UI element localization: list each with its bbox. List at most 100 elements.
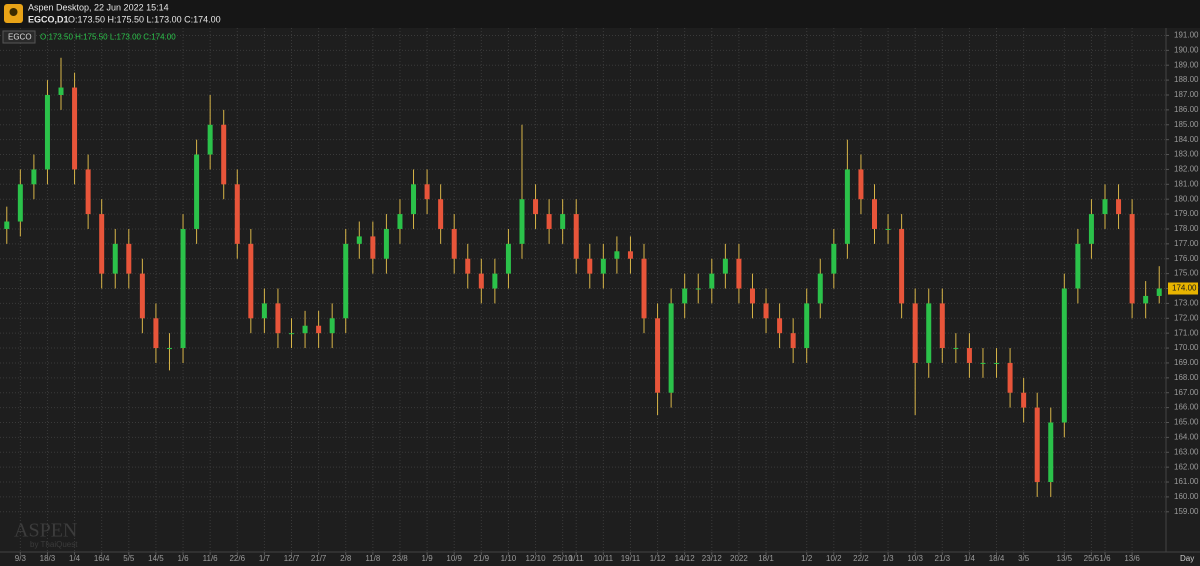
candle-body: [722, 258, 728, 274]
x-tick-label: 1/7: [259, 554, 271, 563]
y-tick-label: 165.00: [1174, 418, 1199, 427]
x-tick-label: 13/6: [1124, 554, 1140, 563]
x-tick-label: 21/7: [311, 554, 327, 563]
y-tick-label: 183.00: [1174, 150, 1199, 159]
x-tick-label: 1/4: [69, 554, 81, 563]
x-tick-label: 10/2: [826, 554, 842, 563]
candle-body: [248, 243, 254, 319]
x-tick-label: 11/8: [365, 554, 381, 563]
candle-body: [763, 303, 769, 319]
x-tick-label: 21/9: [474, 554, 490, 563]
candle-body: [329, 318, 335, 334]
y-tick-label: 189.00: [1174, 60, 1199, 69]
candle-body: [1021, 392, 1027, 408]
candle-body: [709, 273, 715, 289]
candle-body: [438, 199, 444, 229]
last-price-label: 174.00: [1172, 284, 1197, 293]
x-tick-label: 1/11: [569, 554, 585, 563]
candle-body: [1007, 362, 1013, 393]
candle-body: [1143, 295, 1149, 304]
candle-body: [777, 318, 783, 334]
candle-body: [465, 258, 471, 274]
x-tick-label: 1/6: [1099, 554, 1111, 563]
candle-body: [289, 333, 294, 335]
candle-body: [627, 251, 633, 259]
candle-body: [560, 214, 566, 229]
candle-body: [356, 236, 362, 244]
candle-body: [966, 348, 972, 363]
y-tick-label: 184.00: [1174, 135, 1199, 144]
y-tick-label: 160.00: [1174, 492, 1199, 501]
candle-body: [533, 199, 539, 215]
x-tick-label: 23/12: [702, 554, 723, 563]
y-tick-label: 163.00: [1174, 447, 1199, 456]
x-tick-label: 19/11: [621, 554, 641, 563]
y-tick-label: 164.00: [1174, 432, 1199, 441]
candle-body: [492, 273, 498, 289]
y-tick-label: 175.00: [1174, 269, 1199, 278]
y-tick-label: 186.00: [1174, 105, 1199, 114]
y-tick-label: 170.00: [1174, 343, 1199, 352]
x-tick-label: 1/6: [177, 554, 189, 563]
candle-body: [1034, 407, 1040, 483]
candle-body: [817, 273, 823, 304]
candle-body: [139, 273, 145, 319]
x-tick-label: 18/4: [989, 554, 1005, 563]
candle-body: [1048, 422, 1054, 483]
x-tick-label: 3/5: [1018, 554, 1030, 563]
x-tick-label: 10/11: [594, 554, 614, 563]
y-tick-label: 159.00: [1174, 507, 1199, 516]
candle-body: [953, 348, 959, 350]
y-tick-label: 181.00: [1174, 179, 1199, 188]
candle-body: [207, 124, 213, 155]
symbol-timeframe: EGCO,D1: [28, 14, 69, 24]
candle-body: [424, 184, 430, 200]
x-tick-label: 22/2: [853, 554, 869, 563]
candle-body: [844, 169, 850, 244]
header-ohlc: O:173.50 H:175.50 L:173.00 C:174.00: [68, 14, 221, 24]
y-tick-label: 182.00: [1174, 165, 1199, 174]
candle-body: [872, 199, 877, 229]
y-tick-label: 177.00: [1174, 239, 1199, 248]
candle-body: [166, 348, 172, 350]
title-bar: [0, 0, 1200, 28]
legend-box: [2, 30, 36, 44]
y-tick-label: 168.00: [1174, 373, 1199, 382]
x-tick-label: 1/9: [422, 554, 434, 563]
y-tick-label: 167.00: [1174, 388, 1199, 397]
candle-body: [885, 228, 891, 230]
x-tick-label: 25/5: [1084, 554, 1100, 563]
candle-body: [790, 333, 796, 349]
x-tick-label: 12/10: [526, 554, 547, 563]
y-tick-label: 180.00: [1174, 194, 1199, 203]
y-tick-label: 178.00: [1174, 224, 1199, 233]
candle-body: [682, 288, 688, 304]
x-tick-label: 23/8: [392, 554, 408, 563]
candle-body: [912, 303, 918, 363]
x-tick-label: 12/7: [284, 554, 300, 563]
candle-body: [600, 258, 606, 274]
candle-body: [1088, 214, 1094, 244]
candle-body: [180, 228, 186, 349]
x-tick-label: 1/12: [650, 554, 666, 563]
candle-body: [343, 243, 349, 319]
y-tick-label: 162.00: [1174, 462, 1199, 471]
candle-body: [85, 169, 91, 215]
y-tick-label: 191.00: [1174, 31, 1199, 40]
candle-body: [994, 362, 1000, 364]
y-tick-label: 169.00: [1174, 358, 1199, 367]
candle-body: [831, 243, 837, 274]
x-tick-label: 10/9: [446, 554, 462, 563]
candle-body: [411, 184, 417, 215]
candle-body: [275, 303, 281, 334]
legend-ohlc: O:173.50 H:175.50 L:173.00 C:174.00: [40, 33, 176, 42]
candle-body: [17, 184, 23, 222]
candle-body: [112, 243, 118, 274]
candle-body: [736, 258, 742, 289]
last-price-marker: [1168, 282, 1198, 295]
y-tick-label: 161.00: [1174, 477, 1199, 486]
candle-body: [72, 87, 78, 170]
x-tick-label: 21/3: [935, 554, 951, 563]
candle-body: [1061, 288, 1067, 423]
